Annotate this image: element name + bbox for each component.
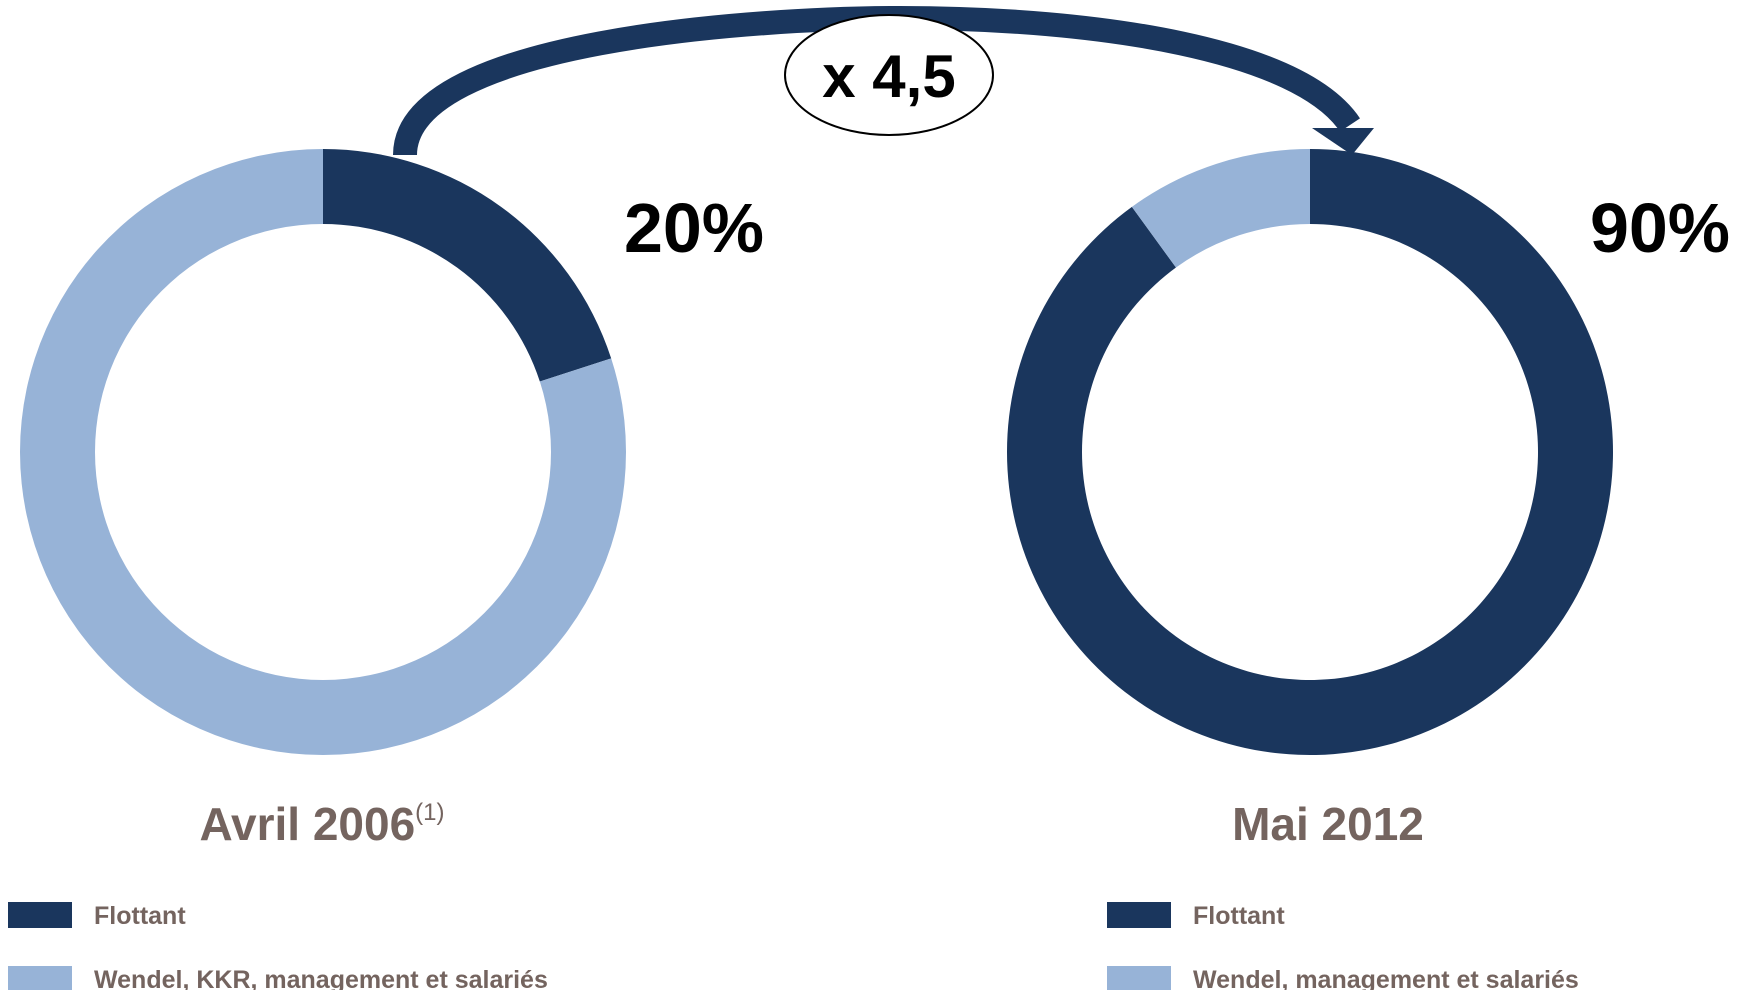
legend-swatch	[8, 902, 72, 928]
legend-label: Flottant	[94, 902, 186, 930]
arrow-head	[1312, 128, 1374, 155]
donut-segment	[1007, 149, 1614, 755]
donut-segment	[323, 149, 612, 382]
title-text: Mai 2012	[1232, 798, 1424, 850]
legend-label: Wendel, KKR, management et salariés	[94, 966, 548, 990]
legend-label: Wendel, management et salariés	[1193, 966, 1579, 990]
value-label: 90%	[1590, 189, 1730, 267]
title-text: Avril 2006	[199, 798, 415, 850]
value-label: 20%	[624, 189, 764, 267]
chart-title: Avril 2006(1)	[199, 798, 444, 850]
legend-swatch	[1107, 966, 1171, 990]
legend-label: Flottant	[1193, 902, 1285, 930]
multiplier-label: x 4,5	[822, 43, 955, 110]
multiplier-ellipse	[784, 14, 994, 136]
legend-swatch	[8, 966, 72, 990]
chart-title: Mai 2012	[1232, 798, 1424, 850]
legend-swatch	[1107, 902, 1171, 928]
donut-segment	[1131, 149, 1310, 268]
title-note: (1)	[415, 799, 444, 826]
